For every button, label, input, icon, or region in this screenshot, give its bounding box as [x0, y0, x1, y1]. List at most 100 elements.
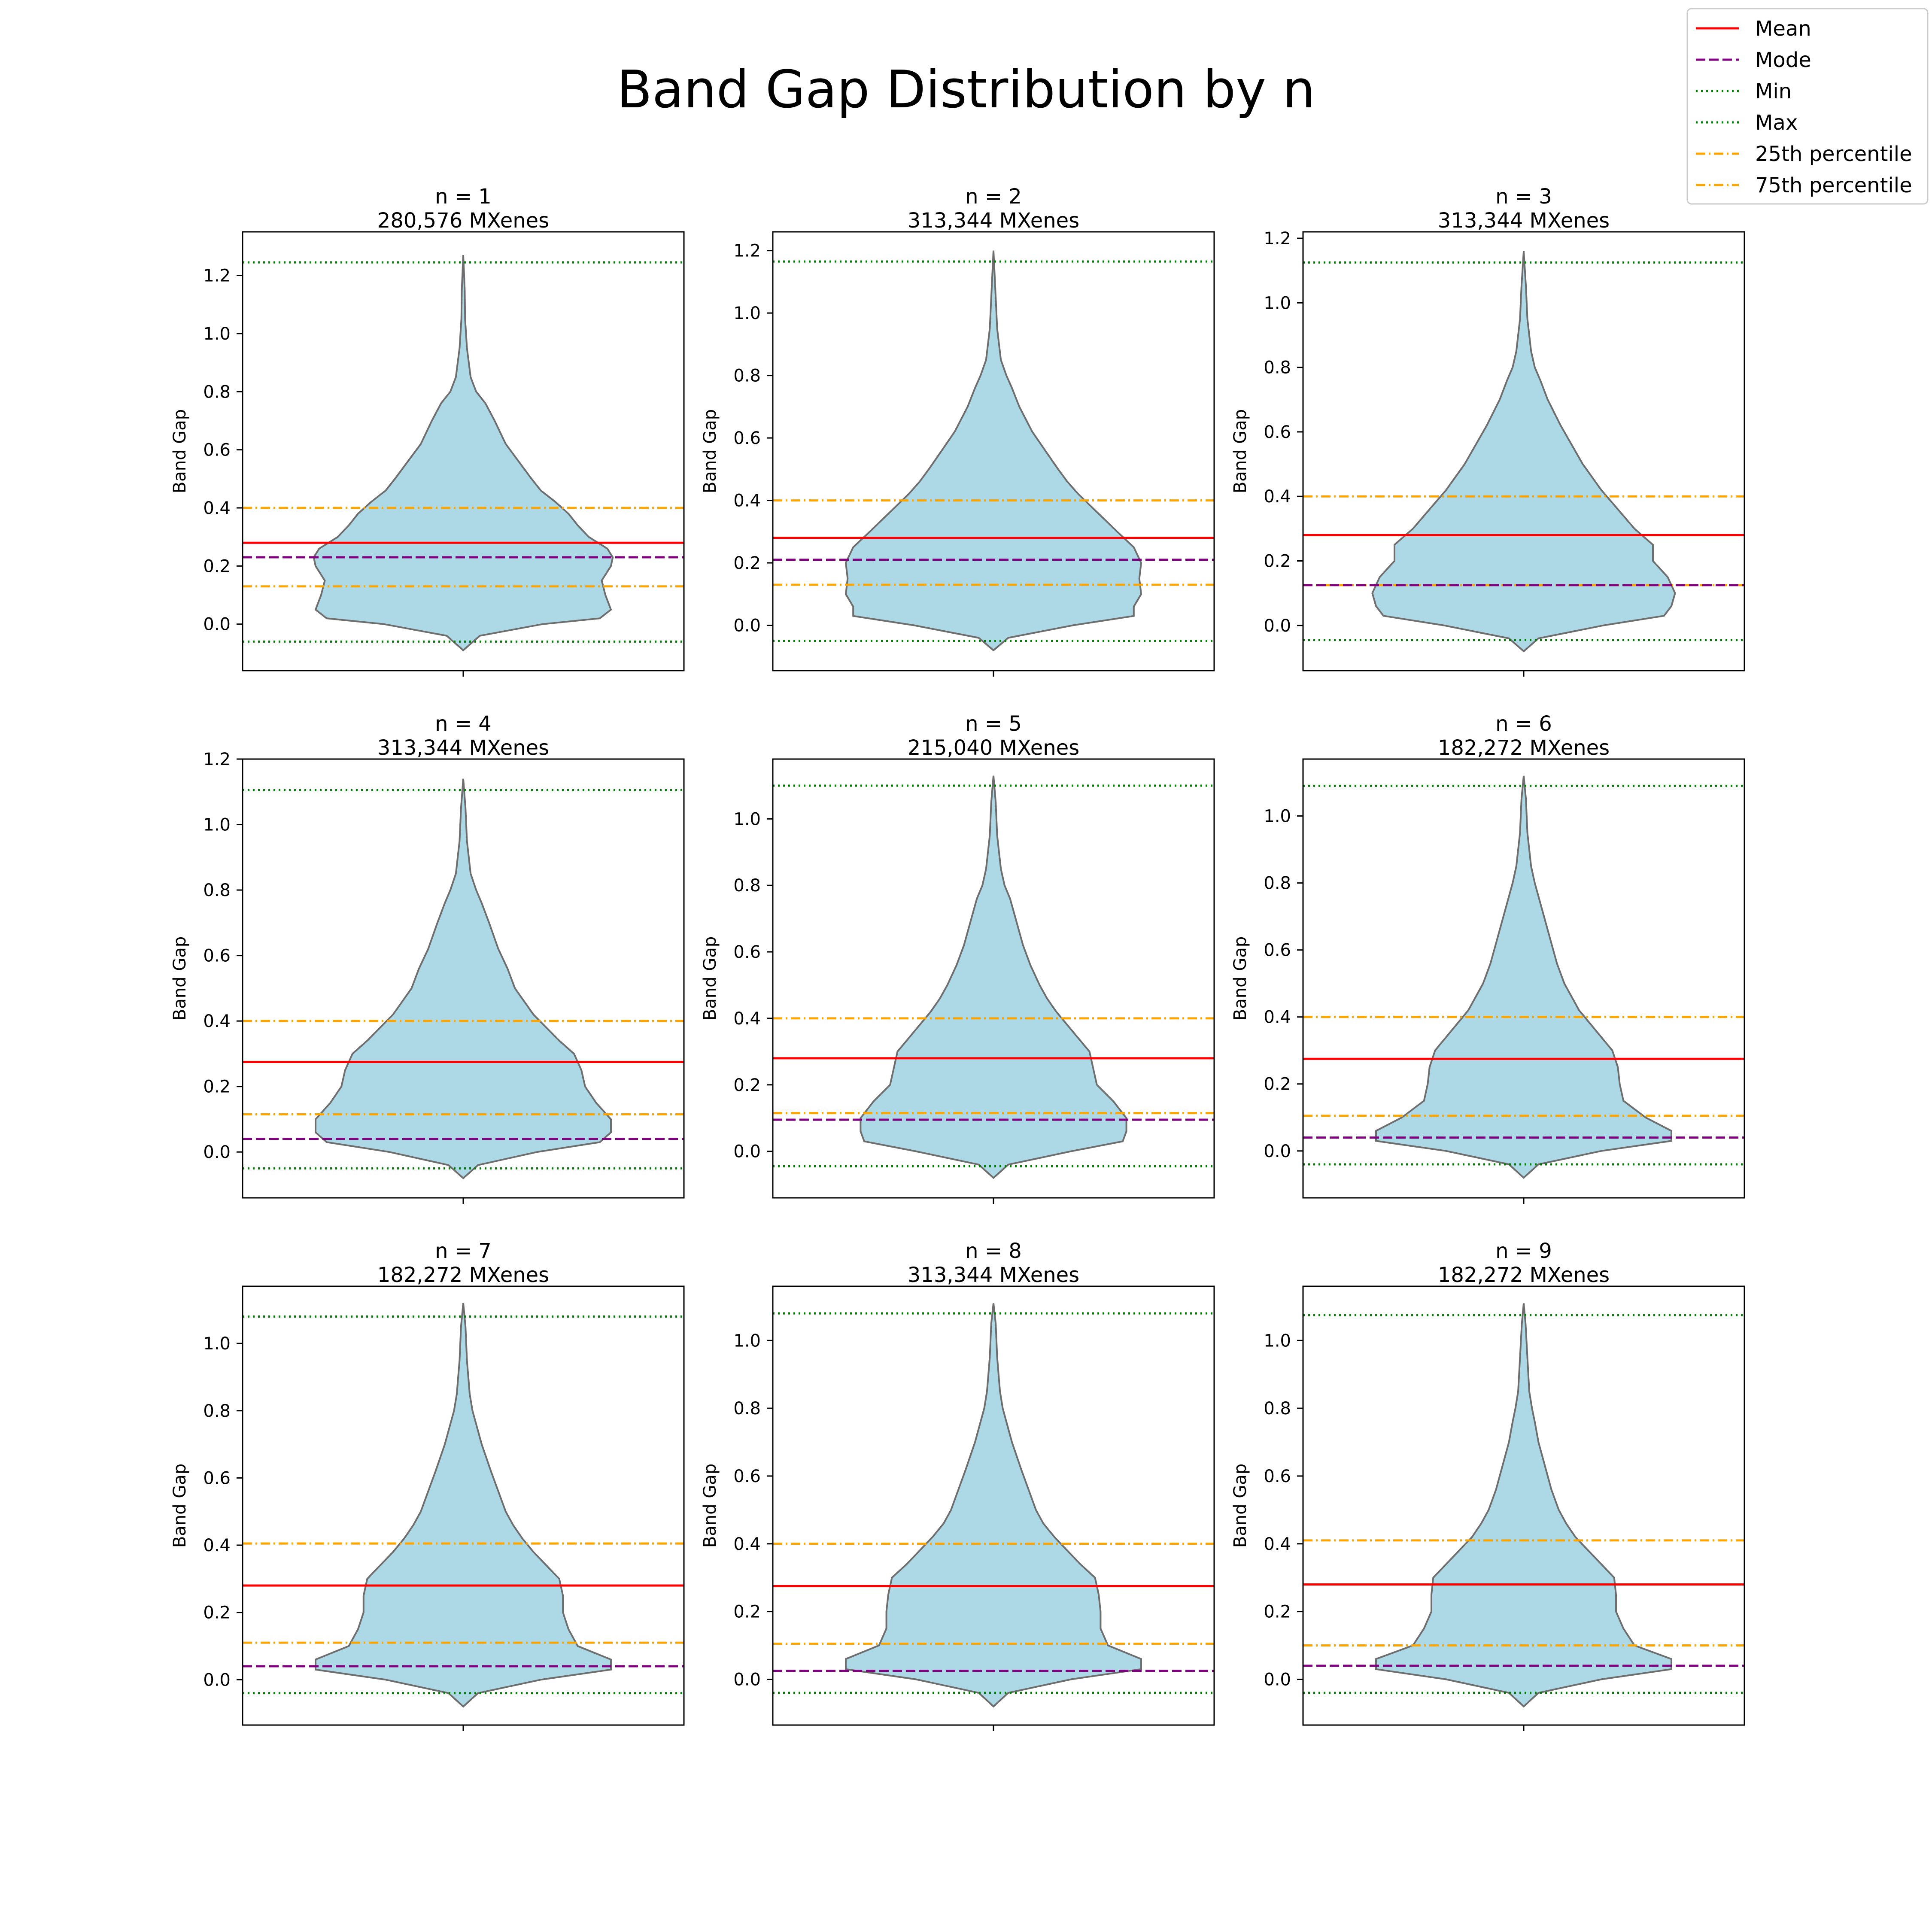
figure-title: Band Gap Distribution by n — [617, 60, 1315, 120]
y-tick-label: 1.2 — [1264, 229, 1291, 249]
y-tick-label: 0.8 — [733, 1399, 761, 1419]
legend-label-mode: Mode — [1755, 48, 1811, 72]
y-axis-label: Band Gap — [1230, 409, 1250, 493]
y-tick-label: 1.0 — [1264, 1331, 1291, 1351]
y-tick-label: 1.0 — [203, 324, 231, 344]
legend-label-p75: 75th percentile — [1755, 173, 1912, 197]
y-tick-label: 1.0 — [733, 1331, 761, 1351]
y-tick-label: 0.6 — [203, 1468, 231, 1488]
y-tick-label: 0.8 — [203, 881, 231, 900]
violin-panel: 0.0 0.2 0.4 0.6 0.8 1.0 1.2 Band Gap n = 3313,34… — [1230, 185, 1745, 677]
y-tick-label: 0.4 — [1264, 1534, 1291, 1554]
y-axis-label: Band Gap — [700, 409, 720, 493]
legend-label-mean: Mean — [1755, 17, 1811, 41]
y-tick-label: 0.6 — [733, 428, 761, 448]
y-tick-label: 0.6 — [203, 946, 231, 966]
y-tick-label: 0.8 — [733, 876, 761, 896]
panel-subtitle: 215,040 MXenes — [908, 736, 1079, 760]
y-tick-label: 1.2 — [203, 266, 231, 286]
y-tick-label: 1.2 — [203, 750, 231, 769]
y-axis-label: Band Gap — [1230, 936, 1250, 1021]
panel-title: n = 8 — [965, 1239, 1022, 1263]
y-tick-label: 0.4 — [203, 1536, 231, 1555]
legend-label-max: Max — [1755, 111, 1798, 135]
y-tick-label: 1.2 — [733, 241, 761, 261]
y-tick-label: 1.0 — [203, 815, 231, 835]
y-tick-label: 0.6 — [203, 440, 231, 460]
y-axis-label: Band Gap — [170, 409, 190, 493]
panel-title: n = 5 — [965, 712, 1022, 736]
panel-title: n = 6 — [1495, 712, 1552, 736]
violin-body — [844, 250, 1142, 652]
y-axis-label: Band Gap — [170, 1464, 190, 1548]
y-tick-label: 0.0 — [1264, 1670, 1291, 1689]
panel-title: n = 1 — [435, 185, 492, 209]
y-tick-label: 0.6 — [1264, 941, 1291, 960]
panel-title: n = 7 — [435, 1239, 492, 1263]
y-tick-label: 0.8 — [1264, 358, 1291, 378]
y-tick-label: 1.0 — [733, 304, 761, 323]
legend-label-p25: 25th percentile — [1755, 142, 1912, 166]
y-tick-label: 0.0 — [203, 1142, 231, 1162]
y-tick-label: 0.8 — [203, 1401, 231, 1421]
y-tick-label: 0.4 — [203, 1012, 231, 1031]
violin-body — [315, 1303, 612, 1708]
violin-body — [1375, 775, 1672, 1179]
y-tick-label: 0.2 — [203, 1603, 231, 1623]
legend-frame — [1686, 8, 1929, 205]
panel-title: n = 2 — [965, 185, 1022, 209]
y-tick-label: 0.6 — [733, 942, 761, 962]
legend-label-min: Min — [1755, 79, 1792, 103]
y-tick-label: 0.4 — [733, 1534, 761, 1554]
violin-panels: 0.0 0.2 0.4 0.6 0.8 1.0 1.2 Band Gap n = 1280,57… — [170, 185, 1745, 1731]
y-tick-label: 0.2 — [733, 1602, 761, 1622]
y-tick-label: 0.8 — [203, 382, 231, 402]
panel-subtitle: 182,272 MXenes — [1438, 1263, 1610, 1287]
y-tick-label: 1.0 — [733, 809, 761, 829]
y-tick-label: 0.0 — [1264, 1142, 1291, 1161]
y-tick-label: 0.8 — [1264, 1399, 1291, 1419]
y-axis-label: Band Gap — [700, 936, 720, 1021]
panel-subtitle: 313,344 MXenes — [908, 209, 1079, 233]
y-tick-label: 0.2 — [203, 1077, 231, 1097]
y-tick-label: 0.6 — [733, 1467, 761, 1486]
y-axis-label: Band Gap — [170, 936, 190, 1021]
violin-panel: 0.0 0.2 0.4 0.6 0.8 1.0 1.2 Band Gap n = 1280,57… — [170, 185, 685, 677]
panel-subtitle: 313,344 MXenes — [377, 736, 549, 760]
violin-body — [1375, 1303, 1672, 1708]
y-tick-label: 0.0 — [203, 615, 231, 635]
violin-body — [845, 1303, 1142, 1708]
y-tick-label: 1.0 — [1264, 293, 1291, 313]
y-tick-label: 0.6 — [1264, 422, 1291, 442]
y-tick-label: 0.2 — [1264, 1075, 1291, 1094]
y-tick-label: 0.4 — [203, 498, 231, 518]
y-tick-label: 0.0 — [1264, 616, 1291, 636]
y-tick-label: 0.4 — [733, 491, 761, 511]
y-tick-label: 0.0 — [733, 1142, 761, 1162]
y-tick-label: 1.0 — [1264, 807, 1291, 826]
panel-subtitle: 182,272 MXenes — [377, 1263, 549, 1287]
y-tick-label: 0.4 — [1264, 487, 1291, 507]
y-tick-label: 0.8 — [1264, 874, 1291, 893]
panel-subtitle: 280,576 MXenes — [377, 209, 549, 233]
violin-panel: 0.0 0.2 0.4 0.6 0.8 1.0 1.2 Band Gap n = 2313,34… — [700, 185, 1215, 677]
y-axis-label: Band Gap — [1230, 1464, 1250, 1548]
y-tick-label: 0.2 — [203, 556, 231, 576]
y-tick-label: 1.0 — [203, 1334, 231, 1354]
panel-subtitle: 313,344 MXenes — [908, 1263, 1079, 1287]
y-tick-label: 0.0 — [733, 1670, 761, 1689]
y-tick-label: 0.0 — [203, 1670, 231, 1690]
y-tick-label: 0.6 — [1264, 1467, 1291, 1486]
panel-title: n = 9 — [1495, 1239, 1552, 1263]
panel-subtitle: 182,272 MXenes — [1438, 736, 1610, 760]
panel-title: n = 4 — [435, 712, 492, 736]
y-tick-label: 0.2 — [733, 1075, 761, 1095]
legend: Mean Mode Min Max 25th percentile 75th percen… — [1686, 8, 1929, 205]
panel-title: n = 3 — [1495, 185, 1552, 209]
violin-body — [315, 778, 612, 1179]
